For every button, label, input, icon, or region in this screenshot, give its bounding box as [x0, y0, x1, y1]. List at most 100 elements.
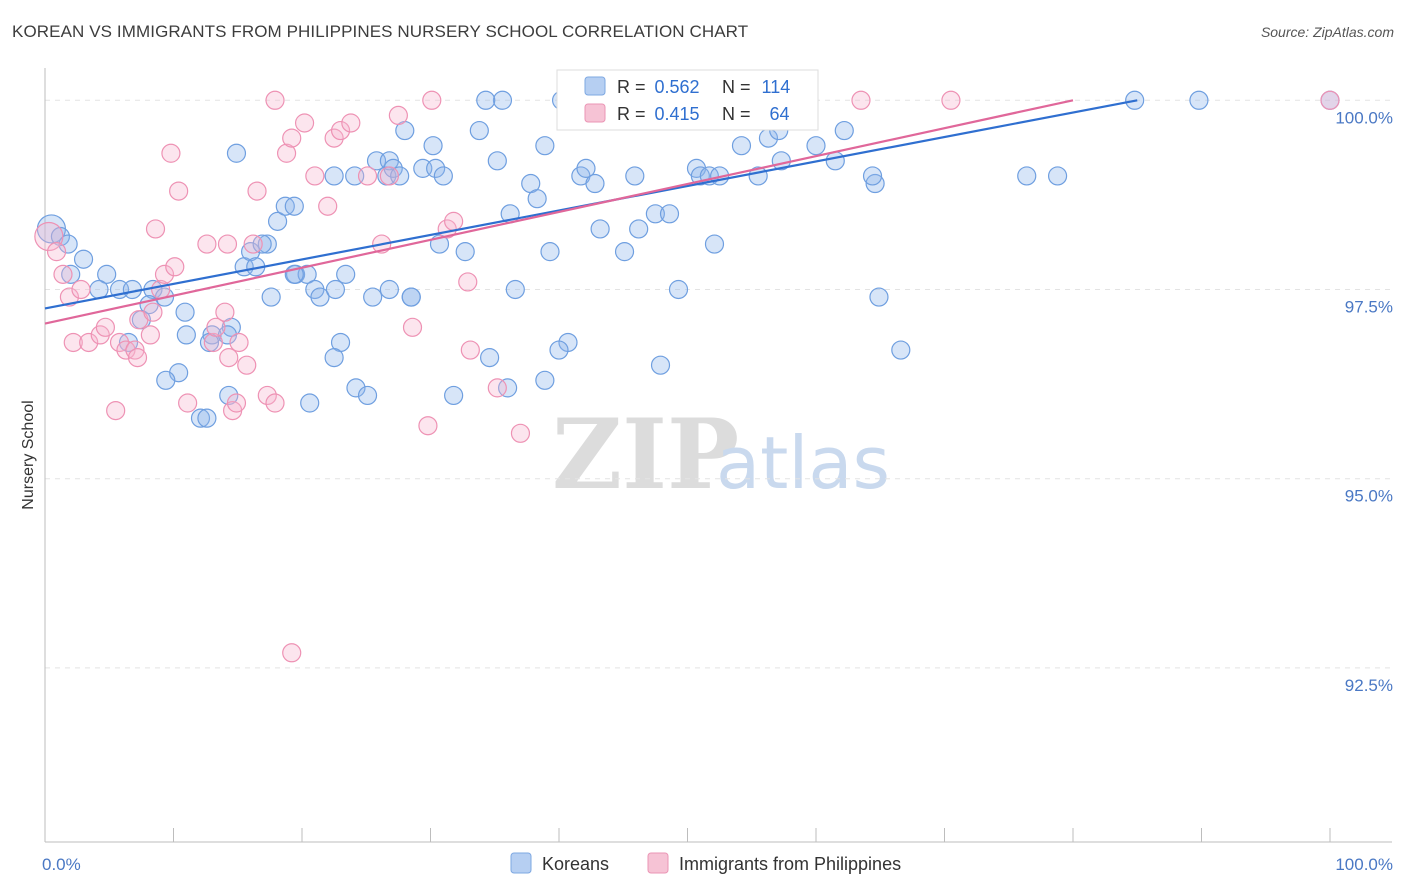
korean-point: [891, 340, 911, 360]
x-tick-label: 0.0%: [42, 855, 81, 874]
korean-point: [865, 173, 885, 194]
philippines-point: [63, 332, 83, 353]
korean-point: [650, 355, 671, 375]
philippines-point: [46, 242, 67, 262]
legend-n-value: 114: [762, 77, 791, 97]
korean-point: [585, 173, 605, 194]
legend-row-korean: R = 0.562 N = 114: [617, 77, 790, 97]
philippines-point: [294, 113, 315, 133]
korean-point: [175, 302, 195, 322]
korean-point: [197, 408, 217, 428]
korean-point: [487, 151, 507, 171]
korean-point: [476, 90, 496, 110]
korean-point: [61, 264, 81, 284]
korean-point: [336, 264, 356, 284]
philippines-point: [282, 128, 302, 148]
korean-point: [324, 348, 344, 368]
philippines-point: [165, 257, 185, 277]
philippines-point: [851, 90, 871, 110]
philippines-point: [341, 113, 361, 133]
korean-point: [310, 287, 330, 307]
korean-point: [535, 370, 555, 390]
korean-point: [498, 378, 518, 398]
y-tick-labels: 100.0% 97.5% 95.0% 92.5%: [1335, 108, 1393, 695]
korean-point: [444, 385, 464, 406]
korean-point: [379, 279, 399, 300]
korean-point: [284, 196, 304, 216]
korean-point: [390, 166, 410, 186]
korean-point: [257, 234, 277, 254]
philippines-point: [402, 317, 423, 337]
korean-points: [36, 90, 1340, 428]
philippines-point: [217, 234, 238, 254]
korean-point: [156, 370, 176, 390]
korean-point: [73, 249, 94, 269]
korean-point: [825, 151, 845, 171]
philippines-point: [282, 643, 302, 663]
korean-point: [226, 143, 247, 163]
watermark-atlas: atlas: [716, 421, 890, 505]
philippines-point: [487, 378, 507, 398]
korean-point: [50, 226, 71, 247]
legend-row-philippines: R = 0.415 N = 64: [617, 104, 790, 124]
korean-point: [357, 385, 378, 406]
y-axis-title: Nursery School: [20, 400, 37, 509]
philippines-point: [458, 272, 478, 292]
legend-n-value: 64: [770, 104, 790, 124]
philippines-trend-line: [44, 99, 1074, 325]
legend-swatch-philippines: [584, 103, 606, 123]
korean-point: [469, 120, 489, 141]
philippines-point: [219, 348, 239, 368]
philippines-point: [140, 325, 160, 345]
chart-title: KOREAN VS IMMIGRANTS FROM PHILIPPINES NU…: [12, 22, 749, 41]
korean-point: [455, 242, 475, 262]
korean-point: [590, 219, 610, 239]
philippines-point: [178, 393, 198, 413]
korean-point: [704, 234, 725, 254]
philippines-point: [247, 181, 267, 201]
philippines-point: [59, 287, 80, 307]
legend-r-value: 0.562: [655, 77, 700, 97]
philippines-point: [215, 302, 235, 322]
philippines-point: [460, 340, 480, 360]
korean-point: [614, 242, 635, 262]
legend-r-label: R =: [617, 104, 651, 124]
legend-n-label: N =: [722, 77, 756, 97]
bottom-legend-swatch-philippines: [647, 852, 669, 874]
philippines-point: [422, 90, 442, 110]
korean-point: [505, 279, 525, 300]
korean-point: [97, 264, 117, 284]
philippines-point: [243, 234, 263, 254]
philippines-point: [143, 302, 163, 322]
philippines-point: [265, 393, 285, 413]
philippines-point: [257, 385, 277, 406]
philippines-point: [237, 355, 257, 375]
philippines-point: [125, 340, 145, 360]
x-tick-labels: 0.0% 100.0%: [42, 855, 1393, 874]
philippines-point: [265, 90, 285, 110]
legend-r-value: 0.415: [655, 104, 700, 124]
axes: [44, 68, 1392, 843]
korean-point: [535, 136, 555, 156]
philippines-point: [161, 143, 181, 163]
legend-swatch-korean: [584, 76, 606, 96]
korean-point: [731, 136, 752, 156]
philippines-point: [145, 219, 166, 239]
korean-point: [862, 166, 883, 186]
philippines-point: [444, 211, 464, 231]
philippines-point: [357, 166, 378, 186]
korean-point: [527, 189, 547, 209]
korean-point: [176, 325, 196, 345]
x-tick-label: 100.0%: [1335, 855, 1393, 874]
korean-point: [629, 219, 649, 239]
philippines-point: [226, 393, 247, 413]
philippines-point: [127, 348, 148, 368]
philippines-point: [34, 221, 64, 252]
philippines-point: [330, 120, 351, 141]
korean-point: [659, 204, 680, 224]
y-tick-label: 95.0%: [1345, 487, 1393, 506]
korean-point: [834, 120, 854, 141]
bottom-legend: Koreans Immigrants from Philippines: [510, 852, 901, 874]
philippines-point: [154, 264, 175, 284]
